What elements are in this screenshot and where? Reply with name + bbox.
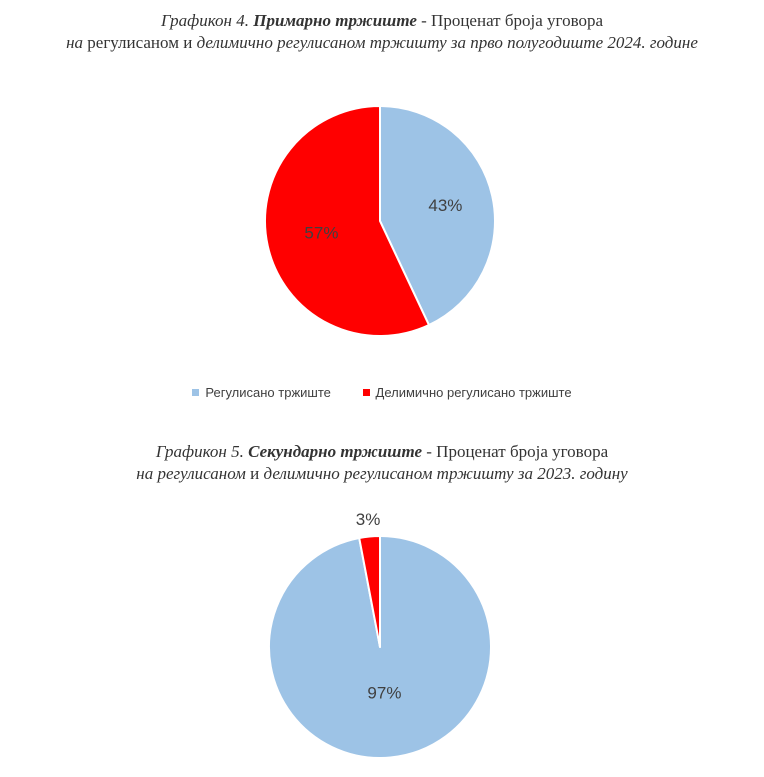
chart4-slice-label-1: 57% <box>304 224 338 243</box>
chart4-slice-1 <box>264 105 430 337</box>
chart4-caption-bold: Примарно тржиште <box>253 11 417 30</box>
chart5-caption-line2-b: и <box>250 464 260 483</box>
chart4-caption-line2-b: регулисаном <box>87 33 179 52</box>
legend-swatch-partially-regulated <box>362 389 370 397</box>
chart4-pie: 43% 57% <box>264 105 496 337</box>
chart5-caption-line2: на регулисаном и делимично регулисаном т… <box>0 463 764 485</box>
chart5-caption: Графикон 5. Секундарно тржиште - Процена… <box>0 441 764 485</box>
chart5-caption-line2-a: на регулисаном <box>136 464 246 483</box>
chart4-caption-prefix: Графикон 4. <box>160 11 249 30</box>
legend-item-partially-regulated: Делимично регулисано тржиште <box>362 385 572 400</box>
chart5-caption-bold: Секундарно тржиште <box>248 442 422 461</box>
legend-label-regulated: Регулисано тржиште <box>205 385 331 400</box>
chart5-slice-1 <box>358 535 381 648</box>
chart4-caption-line2-a: на <box>66 33 84 52</box>
legend-swatch-regulated <box>192 389 200 397</box>
chart5-slice-label-0: 97% <box>367 683 401 702</box>
chart4-caption-line2-d: делимично регулисаном тржишту за прво по… <box>196 33 698 52</box>
chart4-caption-rest: - Проценат броја уговора <box>421 11 604 30</box>
chart4-caption-line2: на регулисаном и делимично регулисаном т… <box>0 32 764 54</box>
chart5-pie: 97% 3% <box>268 510 492 759</box>
chart5-caption-line2-c: делимично регулисаном тржишту за 2023. г… <box>263 464 628 483</box>
chart4-slice-0 <box>379 105 496 327</box>
chart4-slice-label-0: 43% <box>428 196 462 215</box>
chart4-legend: Регулисано тржиште Делимично регулисано … <box>0 385 764 400</box>
chart4-caption: Графикон 4. Примарно тржиште - Проценат … <box>0 10 764 54</box>
chart5-caption-rest: - Проценат броја уговора <box>426 442 609 461</box>
chart5-caption-line1: Графикон 5. Секундарно тржиште - Процена… <box>0 441 764 463</box>
legend-item-regulated: Регулисано тржиште <box>192 385 331 400</box>
chart5-slice-label-1: 3% <box>356 510 381 529</box>
chart4-caption-line2-c: и <box>183 33 193 52</box>
legend-label-partially-regulated: Делимично регулисано тржиште <box>375 385 572 400</box>
chart4-caption-line1: Графикон 4. Примарно тржиште - Проценат … <box>0 10 764 32</box>
chart5-caption-prefix: Графикон 5. <box>155 442 244 461</box>
